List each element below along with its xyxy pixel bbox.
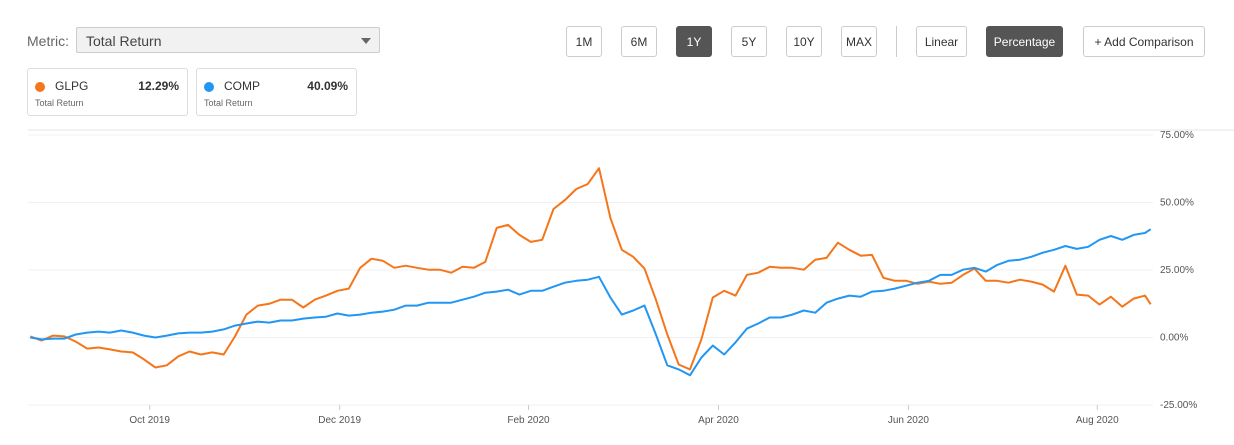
legend-name: GLPG [55, 79, 89, 93]
series-line [30, 228, 1152, 377]
y-tick-label: 0.00% [1160, 333, 1188, 344]
x-tick-label: Jun 2020 [888, 415, 930, 426]
legend-name: COMP [224, 79, 260, 93]
legend-value: 12.29% [138, 79, 179, 93]
range-button[interactable]: 5Y [731, 26, 767, 57]
range-button[interactable]: 1M [566, 26, 602, 57]
range-button[interactable]: 6M [621, 26, 657, 57]
x-tick-label: Aug 2020 [1076, 415, 1119, 426]
metric-select-text: Total Return [86, 33, 162, 49]
y-tick-label: 50.00% [1160, 198, 1194, 209]
y-tick-label: 25.00% [1160, 265, 1194, 276]
x-tick-label: Apr 2020 [698, 415, 739, 426]
x-tick-label: Oct 2019 [129, 415, 170, 426]
range-button[interactable]: 10Y [786, 26, 822, 57]
y-tick-label: 75.00% [1160, 130, 1194, 141]
legend-value: 40.09% [307, 79, 348, 93]
legend-dot [204, 82, 214, 92]
series-line [29, 167, 1152, 371]
legend-sublabel: Total Return [204, 98, 253, 108]
range-button[interactable]: 1Y [676, 26, 712, 57]
metric-select[interactable]: Total Return [76, 27, 380, 53]
metric-label: Metric: [27, 33, 69, 49]
legend-dot [35, 82, 45, 92]
x-tick-label: Dec 2019 [318, 415, 361, 426]
legend-card[interactable]: GLPG 12.29% Total Return [27, 68, 188, 116]
legend-sublabel: Total Return [35, 98, 84, 108]
scale-button[interactable]: Percentage [986, 26, 1063, 57]
x-tick-label: Feb 2020 [507, 415, 550, 426]
divider [896, 26, 897, 57]
add-comparison-button[interactable]: + Add Comparison [1083, 26, 1205, 57]
range-button[interactable]: MAX [841, 26, 877, 57]
dropdown-arrow [361, 38, 371, 44]
legend-card[interactable]: COMP 40.09% Total Return [196, 68, 357, 116]
y-tick-label: -25.00% [1160, 400, 1197, 411]
scale-button[interactable]: Linear [916, 26, 967, 57]
